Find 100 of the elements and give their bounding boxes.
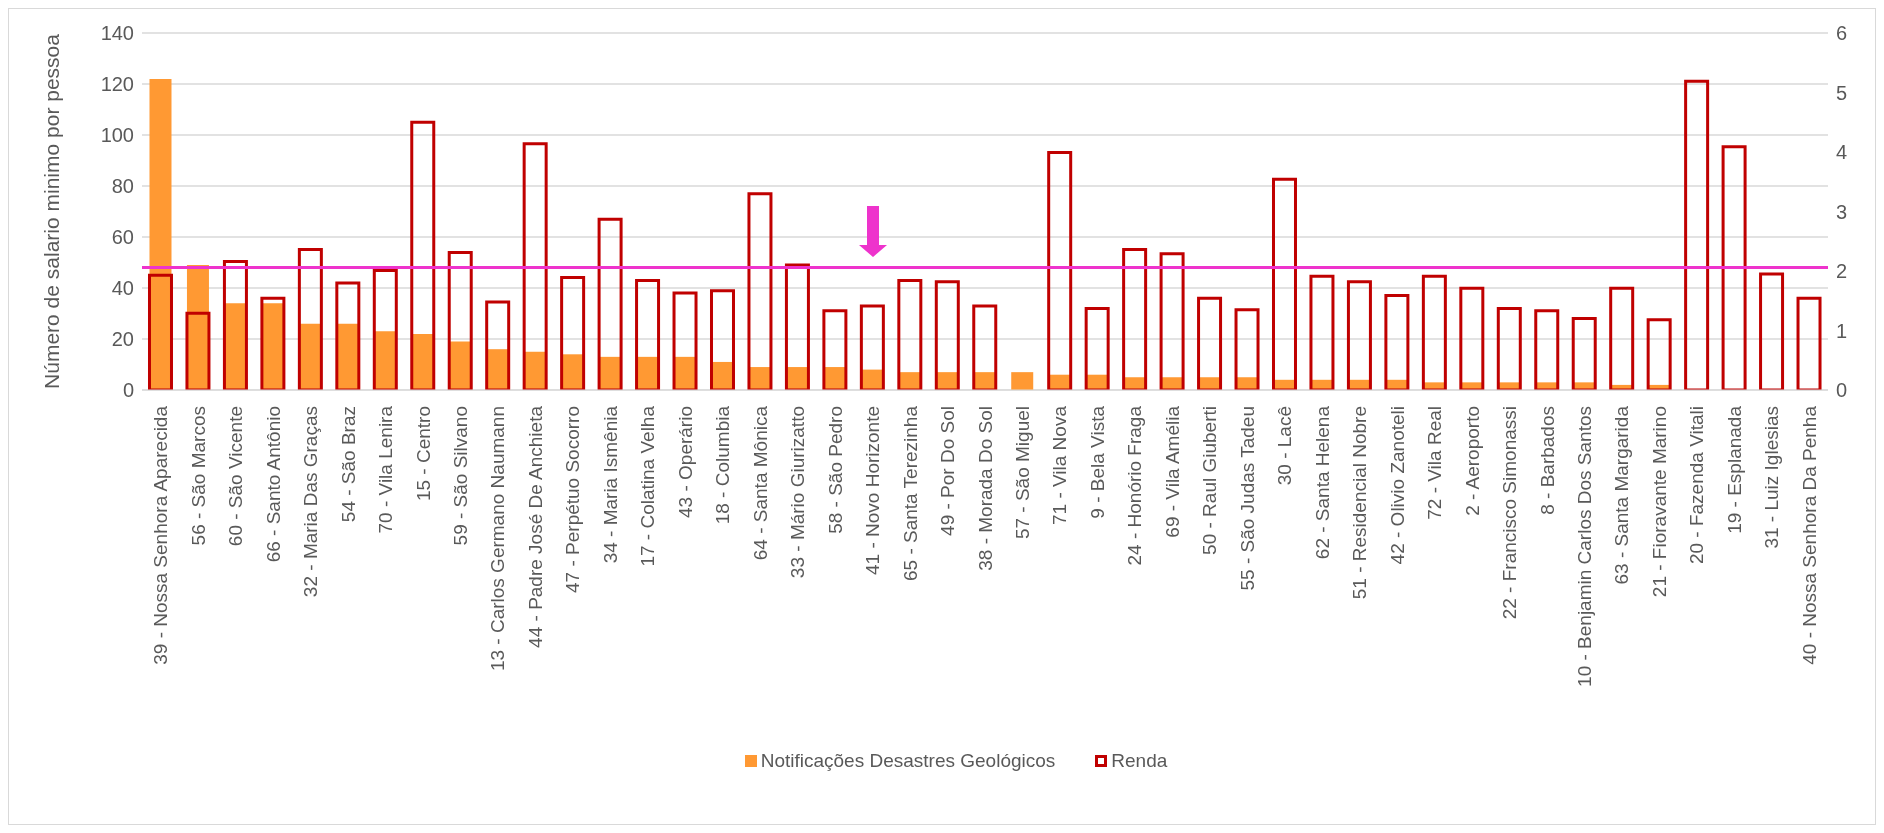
y2-tick-label: 0 [1836,379,1848,402]
y2-tick-label: 4 [1836,141,1848,164]
legend-label: Notificações Desastres Geológicos [759,750,1056,772]
bar [1011,372,1034,390]
bar [297,248,323,390]
x-tick-label: 62 - Santa Helena [1311,405,1333,560]
bar [1571,317,1597,390]
bar [1721,145,1747,390]
y-tick-label: 140 [100,22,134,45]
bar [1496,306,1522,390]
bar [1047,151,1073,390]
x-tick-label: 70 - Vila Lenira [375,405,397,534]
x-tick-label: 51 - Residencial Nobre [1349,406,1371,600]
y-axis-title: Número de salario minimo por pessoa [40,33,64,389]
x-tick-label: 50 - Raul Giuberti [1199,406,1221,555]
x-tick-label: 21 - Fioravante Marino [1648,406,1670,598]
x-tick-label: 47 - Perpétuo Socorro [562,406,584,593]
x-tick-label: 59 - São Silvano [449,406,471,546]
x-tick-label: 69 - Vila Amélia [1161,405,1183,538]
bar [1646,318,1672,390]
x-tick-label: 34 - Maria Ismênia [599,405,621,564]
bar [709,289,735,390]
x-tick-label: 49 - Por Do Sol [937,406,959,536]
x-tick-label: 66 - Santo Antônio [262,406,284,563]
x-tick-label: 63 - Santa Margarida [1611,405,1633,585]
x-tick-label: 18 - Columbia [712,405,734,525]
x-tick-label: 72 - Vila Real [1424,406,1446,520]
bar [522,142,548,390]
x-tick-label: 64 - Santa Mônica [749,405,771,561]
x-tick-label: 17 - Colatina Velha [637,405,659,567]
x-tick-label: 31 - Luiz Iglesias [1761,406,1783,549]
bar [1796,296,1822,390]
x-tick-label: 10 - Benjamin Carlos Dos Santos [1573,406,1595,687]
y2-tick-label: 1 [1836,319,1848,342]
bar [1271,177,1297,390]
x-tick-label: 65 - Santa Terezinha [899,405,921,581]
x-tick-label: 15 - Centro [412,406,434,502]
x-tick-label: 60 - São Vicente [225,406,247,547]
y2-tick-label: 6 [1836,22,1848,45]
bar [447,251,473,390]
x-tick-label: 13 - Carlos Germano Naumann [487,406,509,672]
bar [1609,286,1635,390]
bar [747,192,773,390]
x-tick-label: 56 - São Marcos [187,406,209,546]
bar [1421,274,1447,390]
bar [149,78,172,390]
bar [972,304,998,390]
bar [1159,252,1185,390]
x-tick-label: 41 - Novo Horizonte [862,406,884,575]
x-tick-label: 20 - Fazenda Vitali [1686,406,1708,565]
x-tick-label: 54 - São Braz [337,406,359,523]
y2-tick-label: 2 [1836,260,1848,283]
bar [1384,293,1410,390]
y-tick-label: 120 [100,73,134,96]
x-tick-label: 32 - Maria Das Graças [300,406,322,598]
bar [1309,274,1335,390]
bar [372,268,398,390]
legend-label: Renda [1110,750,1168,772]
bar [1234,308,1260,390]
x-tick-label: 57 - São Miguel [1011,406,1033,540]
x-tick-label: 71 - Vila Nova [1049,405,1071,525]
x-tick-label: 19 - Esplanada [1723,405,1745,534]
bar [222,259,248,390]
bar [485,300,511,390]
y2-tick-label: 3 [1836,200,1848,223]
x-tick-label: 43 - Operário [674,406,696,518]
x-tick-label: 2 - Aeroporto [1461,406,1483,516]
x-tick-label: 22 - Francisco Simonassi [1499,406,1521,620]
x-tick-label: 8 - Barbados [1536,406,1558,515]
y-tick-label: 60 [111,226,134,249]
bar [410,120,436,390]
x-tick-label: 9 - Bela Vista [1086,405,1108,519]
bar [1197,296,1223,390]
bar [597,217,623,390]
y2-tick-label: 5 [1836,81,1848,104]
x-tick-label: 58 - São Pedro [824,406,846,534]
bar [1084,306,1110,390]
y-tick-label: 80 [111,175,134,198]
bar [335,281,361,390]
bar [1122,248,1148,390]
x-tick-label: 40 - Nossa Senhora Da Penha [1798,405,1820,665]
bar [934,280,960,390]
x-tick-label: 24 - Honório Fraga [1124,405,1146,566]
bar [260,296,286,390]
bar [859,304,885,390]
bar [560,276,586,390]
bar [1459,286,1485,390]
bar [784,263,810,390]
bar [897,279,923,390]
y-tick-label: 0 [122,379,134,402]
x-tick-label: 33 - Mário Giurizatto [787,406,809,579]
x-tick-label: 30 - Lacê [1274,406,1296,486]
x-tick-label: 42 - Olivio Zanoteli [1386,406,1408,565]
y-tick-label: 20 [111,328,134,351]
x-tick-label: 55 - São Judas Tadeu [1236,406,1258,591]
bar [1759,272,1785,390]
y-tick-label: 100 [100,124,134,147]
bar [672,291,698,390]
x-tick-label: 39 - Nossa Senhora Aparecida [150,405,172,665]
x-tick-label: 38 - Morada Do Sol [974,406,996,571]
